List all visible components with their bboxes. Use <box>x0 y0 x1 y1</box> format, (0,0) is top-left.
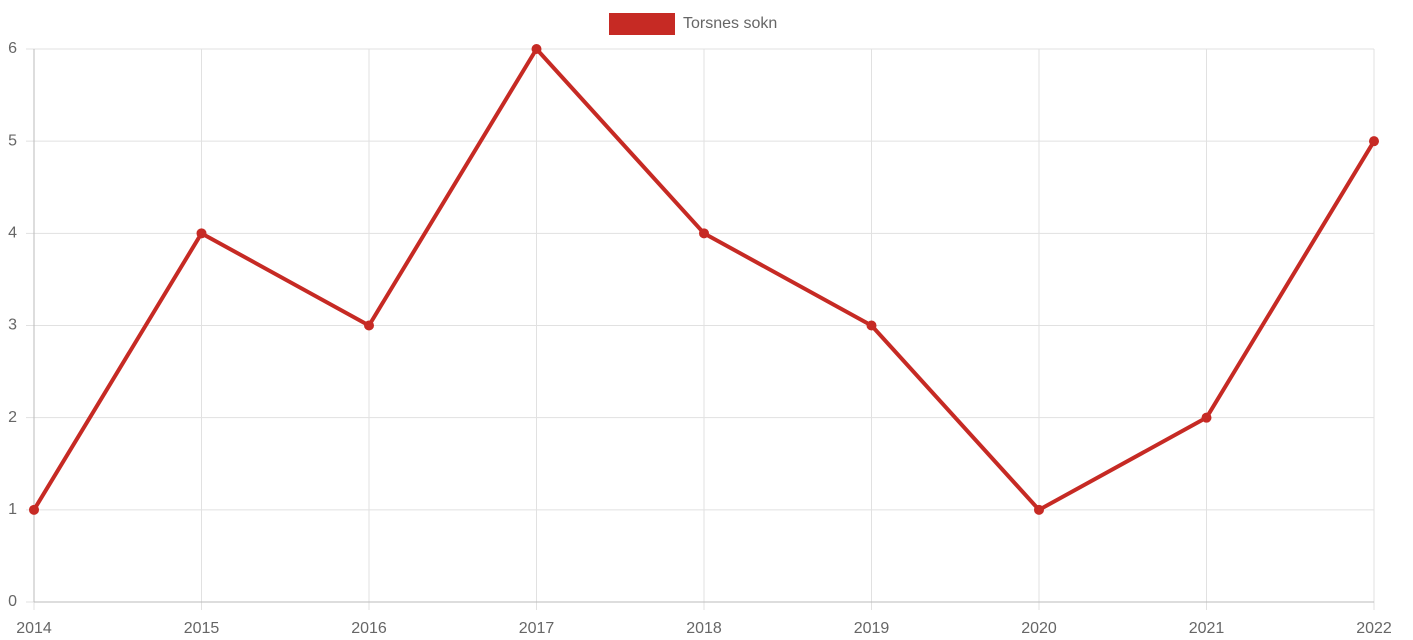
x-tick-label: 2014 <box>16 620 52 637</box>
y-tick-label: 3 <box>8 317 17 334</box>
point <box>866 320 877 331</box>
x-tick-label: 2021 <box>1189 620 1225 637</box>
x-tick-label: 2020 <box>1021 620 1057 637</box>
y-tick-label: 5 <box>8 132 17 149</box>
x-tick-label: 2022 <box>1356 620 1392 637</box>
point <box>699 228 709 239</box>
legend-swatch <box>609 13 675 35</box>
y-tick-label: 0 <box>8 593 17 610</box>
point <box>1034 504 1044 515</box>
y-tick-label: 4 <box>8 225 17 242</box>
point <box>531 44 542 54</box>
x-tick-label: 2018 <box>686 620 722 637</box>
legend-label: Torsnes sokn <box>683 15 777 32</box>
x-tick-label: 2015 <box>184 620 220 637</box>
point <box>196 228 207 239</box>
point <box>29 504 39 515</box>
y-tick-label: 6 <box>8 40 17 57</box>
point <box>1201 412 1212 423</box>
y-tick-label: 1 <box>8 501 17 518</box>
point <box>364 320 374 331</box>
point <box>1369 136 1379 147</box>
y-tick-label: 2 <box>8 409 17 426</box>
x-tick-label: 2016 <box>351 620 387 637</box>
x-tick-label: 2019 <box>854 620 890 637</box>
x-tick-label: 2017 <box>519 620 555 637</box>
